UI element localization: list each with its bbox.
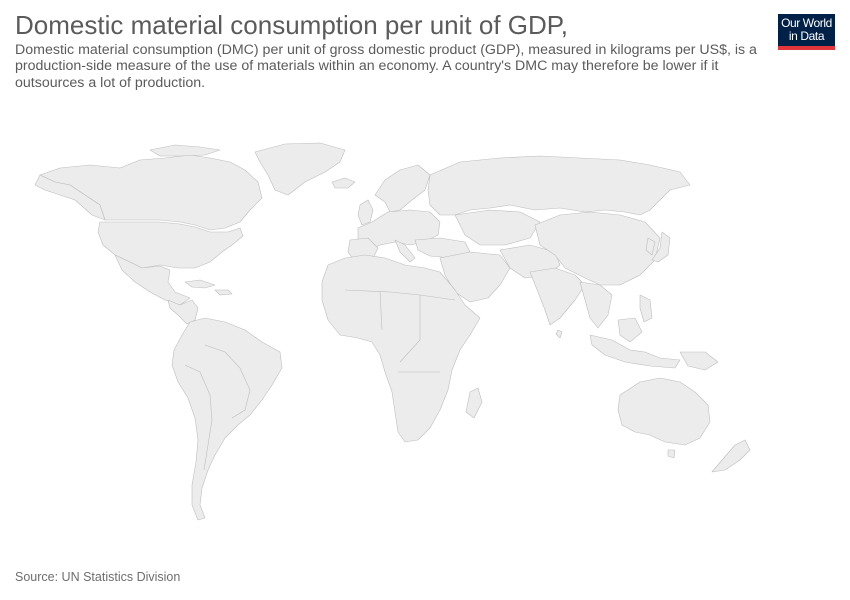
logo-line-1: Our World [781, 16, 832, 30]
kazakhstan-central-asia[interactable] [454, 209, 541, 246]
south-america[interactable] [171, 317, 283, 521]
caribbean-islands[interactable] [214, 289, 233, 296]
australia[interactable] [617, 377, 711, 446]
papua-new-guinea[interactable] [679, 351, 719, 371]
madagascar[interactable] [465, 387, 483, 419]
indonesia[interactable] [589, 334, 681, 369]
united-kingdom[interactable] [357, 199, 374, 226]
sri-lanka[interactable] [555, 329, 563, 339]
korea[interactable] [645, 237, 656, 256]
mexico[interactable] [114, 254, 191, 306]
india[interactable] [529, 267, 586, 326]
alaska[interactable] [34, 174, 106, 221]
iceland[interactable] [331, 177, 356, 189]
andes-border [184, 364, 213, 471]
central-america[interactable] [167, 299, 199, 325]
middle-east[interactable] [439, 251, 511, 303]
cuba[interactable] [184, 279, 216, 289]
chart-title: Domestic material consumption per unit o… [15, 10, 568, 40]
chart-subtitle: Domestic material consumption (DMC) per … [15, 42, 757, 91]
italy[interactable] [394, 239, 416, 263]
canada-arctic-islands[interactable] [149, 144, 221, 157]
china-mongolia[interactable] [534, 211, 661, 286]
borneo[interactable] [617, 317, 643, 343]
owid-logo[interactable]: Our World in Data [778, 14, 835, 50]
philippines[interactable] [639, 294, 653, 323]
russia[interactable] [427, 155, 691, 216]
africa[interactable] [321, 254, 481, 443]
scandinavia[interactable] [374, 164, 431, 213]
japan[interactable] [651, 231, 671, 263]
source-note: Source: UN Statistics Division [15, 570, 181, 584]
southeast-asia[interactable] [579, 281, 613, 329]
new-zealand[interactable] [711, 439, 751, 473]
brazil-border [204, 344, 251, 419]
greenland[interactable] [254, 142, 346, 196]
logo-line-2: in Data [788, 29, 825, 43]
tasmania[interactable] [667, 449, 676, 459]
africa-borders [344, 289, 456, 373]
world-map[interactable] [0, 100, 850, 560]
